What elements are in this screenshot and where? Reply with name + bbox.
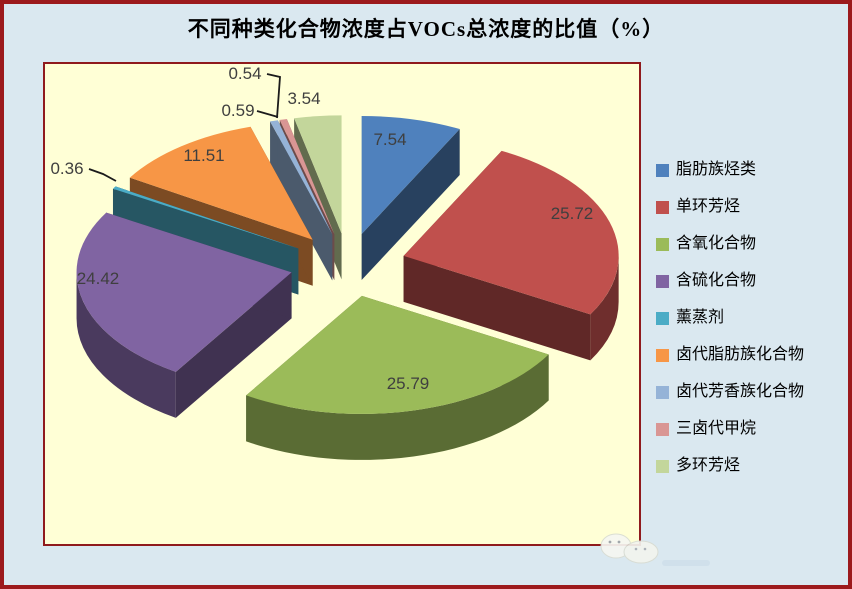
legend-swatch — [656, 163, 669, 177]
legend-swatch — [656, 348, 669, 362]
legend-label: 薰蒸剂 — [676, 309, 725, 326]
legend-swatch — [656, 422, 669, 436]
legend-item: 单环芳烃 — [656, 197, 804, 217]
legend-label: 卤代脂肪族化合物 — [676, 346, 805, 363]
chart-title: 不同种类化合物浓度占VOCs总浓度的比值（%） — [187, 17, 665, 41]
legend-swatch — [656, 311, 669, 325]
legend-label: 单环芳烃 — [676, 198, 741, 215]
legend-label: 脂肪族烃类 — [676, 161, 757, 178]
legend-item: 卤代芳香族化合物 — [656, 382, 804, 402]
legend-item: 含氧化合物 — [656, 234, 804, 254]
legend-label: 三卤代甲烷 — [676, 420, 757, 437]
legend-item: 薰蒸剂 — [656, 308, 804, 328]
legend-swatch — [656, 200, 669, 214]
legend-item: 卤代脂肪族化合物 — [656, 345, 804, 365]
legend-swatch — [656, 274, 669, 288]
watermark-smudge — [662, 560, 710, 566]
legend-label: 卤代芳香族化合物 — [676, 383, 805, 400]
legend-label: 含氧化合物 — [676, 235, 757, 252]
legend-item: 三卤代甲烷 — [656, 419, 804, 439]
legend-label: 多环芳烃 — [676, 457, 741, 474]
legend-swatch — [656, 237, 669, 251]
legend-item: 多环芳烃 — [656, 456, 804, 476]
legend-label: 含硫化合物 — [676, 272, 757, 289]
legend-item: 脂肪族烃类 — [656, 160, 804, 180]
legend-item: 含硫化合物 — [656, 271, 804, 291]
legend-swatch — [656, 385, 669, 399]
plot-area — [43, 62, 641, 546]
legend-swatch — [656, 459, 669, 473]
legend: 脂肪族烃类 单环芳烃 含氧化合物 含硫化合物 薰蒸剂 卤代脂肪族化合物 卤代芳香… — [656, 160, 804, 476]
